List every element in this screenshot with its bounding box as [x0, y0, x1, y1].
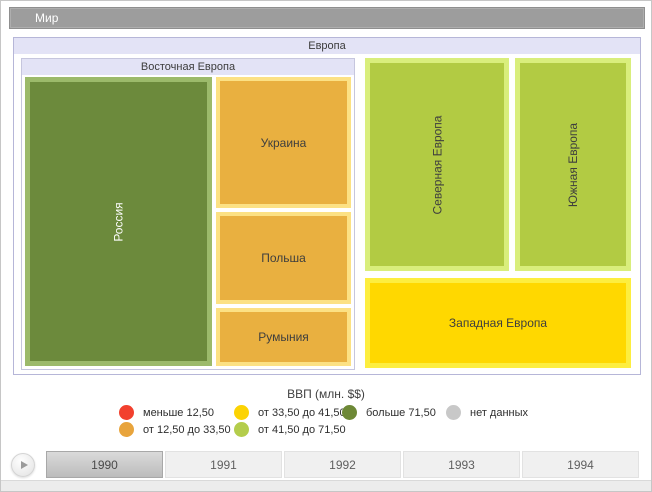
legend-swatch-icon	[446, 405, 461, 420]
legend-label: меньше 12,50	[143, 406, 215, 419]
timeline-year[interactable]: 1991	[165, 451, 282, 478]
play-button[interactable]	[11, 453, 35, 477]
legend-label: от 12,50 до 33,50	[143, 423, 231, 436]
legend-item: меньше 12,50	[119, 405, 234, 420]
play-icon	[20, 461, 28, 469]
timeline: 1990 1991 1992 1993 1994	[46, 451, 639, 478]
treemap-group-eastern-europe: Восточная Европа Россия Украина Польша Р…	[21, 58, 355, 370]
legend-item: от 33,50 до 41,50	[234, 405, 346, 420]
treemap-node-label: Россия	[111, 201, 126, 242]
legend-title: ВВП (млн. $$)	[287, 387, 365, 401]
treemap-node-romania[interactable]: Румыния	[216, 308, 351, 366]
legend-label: нет данных	[470, 406, 529, 419]
legend-row: меньше 12,50 от 33,50 до 41,50 больше 71…	[119, 404, 528, 421]
breadcrumb-world[interactable]: Мир	[9, 7, 645, 29]
bottom-strip	[1, 480, 651, 491]
legend-swatch-icon	[234, 422, 249, 437]
treemap-node-label: Польша	[261, 251, 306, 265]
treemap-node-label: Румыния	[258, 330, 309, 344]
legend-item: больше 71,50	[342, 405, 446, 420]
treemap-group-europe: Европа Восточная Европа Россия Украина П…	[13, 37, 641, 375]
timeline-year[interactable]: 1992	[284, 451, 401, 478]
legend-label: от 41,50 до 71,50	[258, 423, 346, 436]
treemap-group-header-eastern-europe[interactable]: Восточная Европа	[22, 59, 354, 75]
timeline-year[interactable]: 1994	[522, 451, 639, 478]
legend-item: от 41,50 до 71,50	[234, 422, 346, 437]
legend-label: больше 71,50	[366, 406, 436, 419]
treemap-node-northern-europe[interactable]: Северная Европа	[365, 58, 509, 271]
legend-swatch-icon	[342, 405, 357, 420]
treemap-node-poland[interactable]: Польша	[216, 212, 351, 304]
legend-item: от 12,50 до 33,50	[119, 422, 234, 437]
legend-item: нет данных	[446, 405, 528, 420]
legend-swatch-icon	[234, 405, 249, 420]
legend-label: от 33,50 до 41,50	[258, 406, 346, 419]
legend-swatch-icon	[119, 405, 134, 420]
treemap-node-label: Западная Европа	[448, 316, 548, 330]
treemap-node-label: Украина	[260, 135, 307, 150]
timeline-year[interactable]: 1993	[403, 451, 520, 478]
treemap-node-label: Южная Европа	[566, 122, 580, 207]
timeline-year[interactable]: 1990	[46, 451, 163, 478]
legend-swatch-icon	[119, 422, 134, 437]
treemap-group-header-europe[interactable]: Европа	[14, 38, 640, 54]
legend: меньше 12,50 от 33,50 до 41,50 больше 71…	[119, 404, 528, 438]
legend-row: от 12,50 до 33,50 от 41,50 до 71,50	[119, 421, 528, 438]
treemap-node-label: Северная Европа	[430, 115, 444, 214]
treemap-node-russia[interactable]: Россия	[25, 77, 212, 366]
treemap-node-ukraine[interactable]: Украина	[216, 77, 351, 208]
treemap-node-southern-europe[interactable]: Южная Европа	[515, 58, 631, 271]
treemap-node-western-europe[interactable]: Западная Европа	[365, 278, 631, 368]
